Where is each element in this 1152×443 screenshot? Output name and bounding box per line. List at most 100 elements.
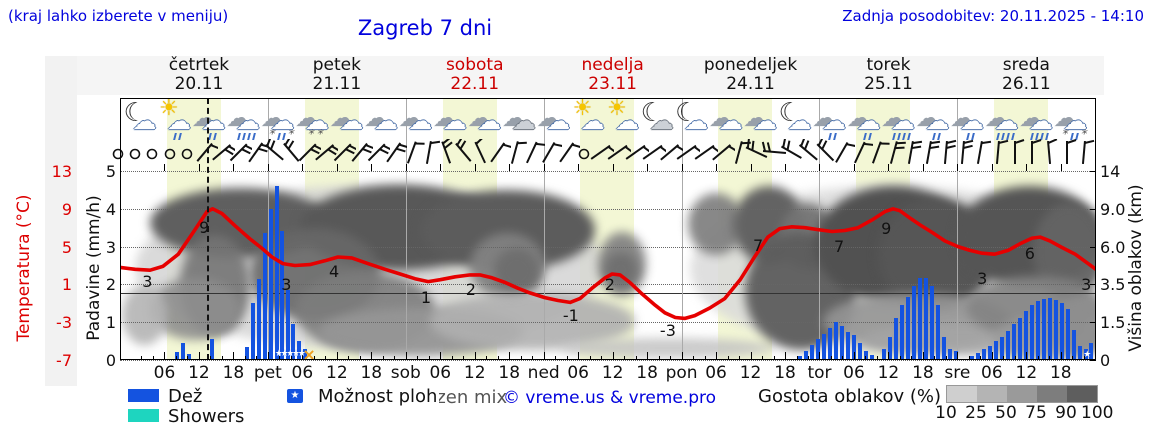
precip-bar <box>864 350 869 360</box>
x-tick-top <box>888 164 890 171</box>
cloud-tick-label: 14 <box>1100 162 1121 181</box>
weather-icon-m: ☾ ☁ <box>674 98 712 139</box>
x-tick <box>601 356 603 360</box>
x-tick-top <box>612 164 614 171</box>
wind-barb-icon <box>261 137 287 166</box>
shower-chance-marker: ★ <box>1083 350 1092 360</box>
x-axis-label: pon <box>665 363 698 383</box>
x-tick-top <box>509 164 511 171</box>
x-tick <box>198 352 200 360</box>
x-tick <box>1060 352 1062 360</box>
day-name: četrtek <box>168 55 230 75</box>
cback-glyph: ☁ <box>880 103 906 132</box>
cback-glyph: ☁ <box>846 103 872 132</box>
x-tick-top <box>474 164 476 171</box>
precip-bar <box>988 345 993 360</box>
x-tick <box>647 352 649 360</box>
precip-bar <box>827 327 832 360</box>
x-axis-label: pet <box>253 363 282 383</box>
x-tick <box>244 356 246 360</box>
precip-bar <box>275 186 280 360</box>
precip-bar <box>869 355 874 360</box>
x-axis-label: 06 <box>843 363 865 383</box>
wind-barb-icon <box>743 138 769 166</box>
x-tick <box>152 356 154 360</box>
x-tick <box>842 356 844 360</box>
weather-icon-sr: ☀ ☁ <box>157 96 195 140</box>
x-tick <box>681 352 683 360</box>
x-axis-label: 06 <box>567 363 589 383</box>
cloud-blob <box>122 285 167 345</box>
day-name: torek <box>866 55 911 75</box>
calm-wind-icon <box>571 139 597 166</box>
x-tick <box>785 352 787 360</box>
x-axis-label: 12 <box>188 363 210 383</box>
cfront-glyph: ☁ <box>856 107 881 135</box>
x-tick <box>1049 356 1051 360</box>
precip-bar <box>268 208 273 360</box>
temperature-minmax-label: 3 <box>281 275 292 294</box>
x-tick <box>865 356 867 360</box>
cloud-tick-label: 6.0 <box>1100 237 1126 257</box>
day-header: sobota 22.11 <box>415 56 535 94</box>
wind-barb-icon <box>881 139 907 166</box>
temperature-minmax-label: 3 <box>1081 275 1092 294</box>
cloud-tick-label: 9.0 <box>1100 199 1126 219</box>
precip-bar <box>187 354 192 360</box>
cfront-glyph: ☁ <box>649 107 674 135</box>
temperature-minmax-label: 3 <box>142 272 153 291</box>
precip-bar <box>296 341 301 360</box>
x-axis-label: 18 <box>360 363 383 383</box>
gradient-tick-label: 25 <box>965 403 987 423</box>
wind-barb-icon <box>433 136 459 166</box>
cloud-density-gradient-bar <box>946 385 1098 403</box>
precip-bar <box>881 348 886 360</box>
cback-glyph: ☁ <box>743 103 769 132</box>
x-tick <box>440 352 442 360</box>
cback-glyph: ☁ <box>398 103 424 132</box>
shower-chance-marker: ★ <box>292 349 301 359</box>
precip-bar <box>303 348 308 360</box>
cfront-glyph: ☁ <box>1028 107 1053 135</box>
x-axis-label: 06 <box>981 363 1003 383</box>
day-date: 21.11 <box>312 74 362 94</box>
x-tick <box>876 356 878 360</box>
precip-bar <box>981 349 986 360</box>
wind-barb-icon <box>967 139 993 166</box>
x-tick-top <box>1026 164 1028 171</box>
precip-bar <box>291 324 296 360</box>
cloud-blob <box>604 252 638 288</box>
weather-icon-c: ☁ ☁ <box>398 99 436 139</box>
x-tick <box>773 356 775 360</box>
weather-icon-r: ☁ ☁ <box>950 99 988 140</box>
shower-chance-star-icon: ★ <box>287 389 303 403</box>
gridline <box>120 171 1096 172</box>
day-header: torek 25.11 <box>828 56 948 94</box>
cfront-glyph: ☁ <box>890 107 915 135</box>
x-tick <box>899 356 901 360</box>
precip-bar <box>257 278 262 360</box>
cfront-glyph: ☁ <box>477 107 502 135</box>
wind-barb-icon <box>950 139 976 166</box>
temperature-minmax-label: 7 <box>834 237 845 256</box>
day-header: nedelja 23.11 <box>553 56 673 94</box>
weather-icon-c: ☁ ☁ <box>709 99 747 139</box>
x-tick-top <box>371 164 373 171</box>
temperature-minmax-label: 3 <box>977 269 988 288</box>
precip-bar <box>947 348 952 360</box>
weather-icon-c: ☁ ☁ <box>329 99 367 139</box>
cfront-glyph: ☁ <box>408 107 433 135</box>
showers-legend-swatch <box>128 409 159 422</box>
calm-wind-icon <box>105 139 131 166</box>
day-date: 20.11 <box>174 74 224 94</box>
copyright-link[interactable]: © vreme.us & vreme.pro <box>503 388 717 408</box>
weather-icon-r: ☁ ☁ <box>915 99 953 140</box>
cback-glyph: ☁ <box>1053 103 1079 132</box>
x-tick <box>164 352 166 360</box>
x-tick <box>520 356 522 360</box>
precip-bar <box>900 305 905 360</box>
wind-barb-icon <box>519 139 546 166</box>
x-axis-label: 18 <box>222 363 245 383</box>
precip-bar <box>1059 303 1064 360</box>
